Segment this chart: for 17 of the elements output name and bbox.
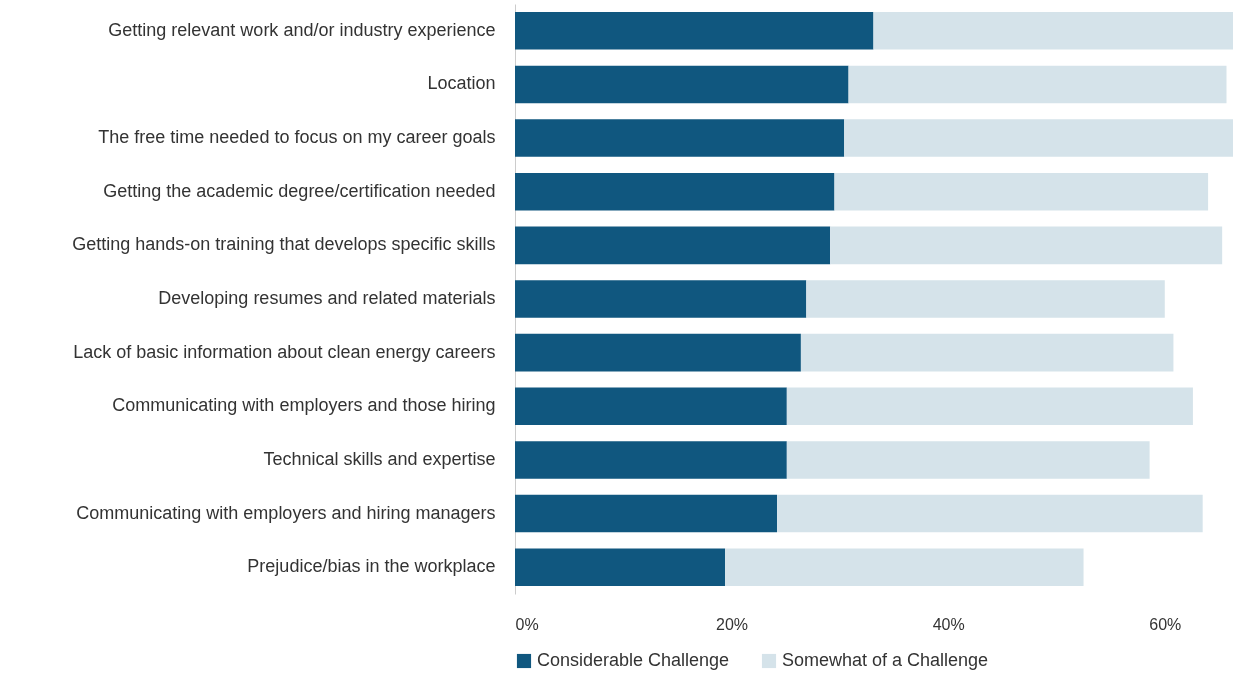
x-tick-label: 40% bbox=[932, 615, 965, 633]
x-tick-label: 0% bbox=[515, 615, 539, 633]
y-tick-label: Getting the academic degree/certification needed bbox=[103, 180, 496, 201]
x-tick-label: 60% bbox=[1149, 615, 1182, 633]
x-tick-label: 20% bbox=[716, 615, 749, 633]
y-tick-label: Getting hands-on training that develops specific skills bbox=[72, 234, 496, 255]
y-tick-label: Developing resumes and related materials bbox=[158, 288, 496, 308]
y-tick-label: Location bbox=[427, 73, 496, 94]
legend-label: Considerable Challenge bbox=[537, 650, 730, 670]
y-tick-label: Getting relevant work and/or industry experience bbox=[108, 19, 496, 40]
y-tick-label: Lack of basic information about clean energy careers bbox=[73, 341, 496, 362]
y-tick-label: Communicating with employers and those hiring bbox=[112, 395, 496, 416]
y-tick-label: Technical skills and expertise bbox=[263, 448, 496, 469]
y-tick-label: Communicating with employers and hiring managers bbox=[76, 502, 496, 523]
y-tick-label: The free time needed to focus on my career goals bbox=[98, 127, 496, 148]
legend-label: Somewhat of a Challenge bbox=[782, 650, 989, 670]
y-tick-label: Prejudice/bias in the workplace bbox=[247, 556, 496, 577]
